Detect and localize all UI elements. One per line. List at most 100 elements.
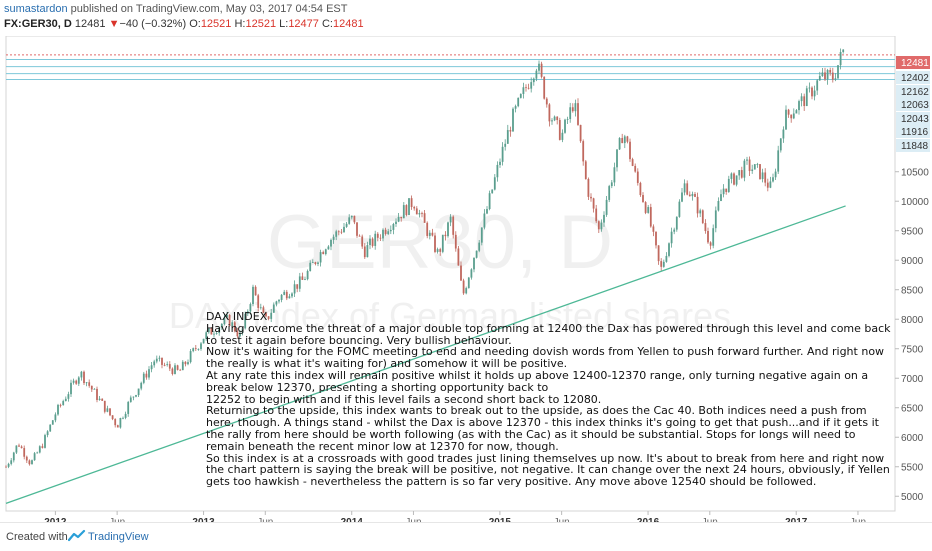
candle-body (649, 207, 652, 227)
watermark: GER30, D DAX index of German listed shar… (169, 200, 731, 336)
candle-body (551, 120, 553, 122)
level-price-badge (896, 112, 930, 125)
level-price-label: 12162 (901, 87, 929, 98)
candle-body (207, 328, 210, 333)
candle-body (577, 103, 579, 125)
candle-body (210, 328, 213, 335)
candle-body (148, 369, 150, 378)
y-tick-label: 8000 (901, 315, 924, 326)
candle-body (371, 238, 374, 246)
candle-body (837, 65, 839, 79)
candle-body (764, 172, 767, 183)
price-axis[interactable]: 5000 5500 6000 6500 7000 7500 8000 8500 9000 9500… (895, 56, 930, 503)
level-price-badge (896, 125, 930, 138)
trendline[interactable] (5, 205, 846, 504)
candle-body (738, 170, 741, 176)
candle-body (805, 88, 808, 107)
candle-body (798, 101, 800, 111)
candle-body (306, 271, 309, 280)
candle-body (605, 199, 608, 215)
candle-body (824, 72, 826, 80)
candle-body (441, 234, 444, 252)
candle-body (98, 398, 101, 400)
candle-body (595, 208, 598, 222)
candle-body (636, 171, 639, 183)
candle-body (655, 231, 657, 246)
note-paragraph-4: 12252 to begin with and if this level fa… (206, 392, 602, 406)
open-value: 12521 (200, 18, 232, 30)
candle-body (218, 327, 221, 334)
symbol-label[interactable]: FX:GER30, D (4, 18, 72, 30)
candle-body (686, 183, 689, 195)
candle-body (413, 207, 416, 209)
y-tick-label: 10500 (901, 168, 929, 179)
tradingview-logo-icon[interactable] (68, 529, 86, 543)
candle-body (694, 193, 696, 197)
candle-body (527, 87, 530, 89)
candle-body (197, 348, 200, 350)
candle-body (761, 172, 764, 180)
candle-body (465, 288, 468, 294)
candle-body (296, 284, 299, 289)
candle-body (766, 182, 769, 188)
candle-body (579, 124, 582, 142)
x-tick-label: Jun (109, 517, 125, 522)
candle-body (506, 130, 509, 144)
candle-body (168, 364, 171, 369)
candle-body (405, 205, 408, 215)
candle-body (647, 207, 650, 213)
candle-body (345, 223, 348, 227)
candle-body (522, 87, 525, 94)
candle-body (301, 276, 304, 280)
x-tick-label: Jun (405, 517, 421, 522)
candle-body (194, 348, 197, 349)
candle-body (540, 63, 543, 77)
candle-body (283, 291, 286, 295)
candle-body (96, 388, 98, 400)
author-link[interactable]: sumastardon (4, 3, 68, 15)
candle-body (376, 233, 379, 238)
candle-body (15, 445, 18, 453)
candle-body (335, 231, 338, 237)
candle-body (236, 331, 239, 337)
tradingview-brand[interactable]: TradingView (88, 531, 149, 543)
candle-body (337, 231, 340, 233)
candle-body (59, 404, 62, 406)
candle-body (77, 377, 80, 384)
candle-body (774, 171, 777, 178)
candle-body (785, 109, 787, 130)
candle-body (231, 322, 234, 327)
time-axis[interactable]: 2012 Jun 2013 Jun 2014 Jun 2015 Jun 2016 Jun 2017 J… (44, 511, 866, 522)
candle-body (535, 70, 538, 79)
candle-body (38, 446, 41, 453)
candle-body (772, 177, 774, 182)
candle-body (114, 419, 117, 426)
candle-body (254, 286, 257, 296)
candle-body (733, 173, 735, 185)
y-tick-label: 9500 (901, 227, 924, 238)
candle-body (525, 87, 527, 89)
candle-body (631, 159, 634, 166)
support-trendline[interactable] (5, 205, 846, 504)
candle-body (439, 249, 442, 252)
price-chart[interactable]: GER30, D DAX index of German listed shar… (0, 36, 932, 522)
candle-body (639, 182, 642, 196)
candle-body (517, 97, 520, 107)
candle-body (176, 365, 179, 370)
candle-body (566, 119, 569, 120)
candle-body (842, 49, 845, 53)
candle-body (675, 216, 678, 230)
candle-body (350, 215, 353, 218)
x-tick-label: 2016 (637, 517, 660, 522)
x-tick-label: 2012 (44, 517, 67, 522)
y-tick-label: 10000 (901, 197, 929, 208)
candle-body (239, 332, 241, 337)
note-paragraph-3: At any rate this index will remain posit… (206, 368, 869, 394)
candle-body (483, 213, 486, 228)
candle-body (129, 397, 132, 402)
candle-body (49, 424, 52, 432)
candle-body (379, 237, 382, 239)
candle-body (330, 239, 332, 247)
candle-body (70, 382, 72, 395)
candle-body (779, 138, 782, 151)
